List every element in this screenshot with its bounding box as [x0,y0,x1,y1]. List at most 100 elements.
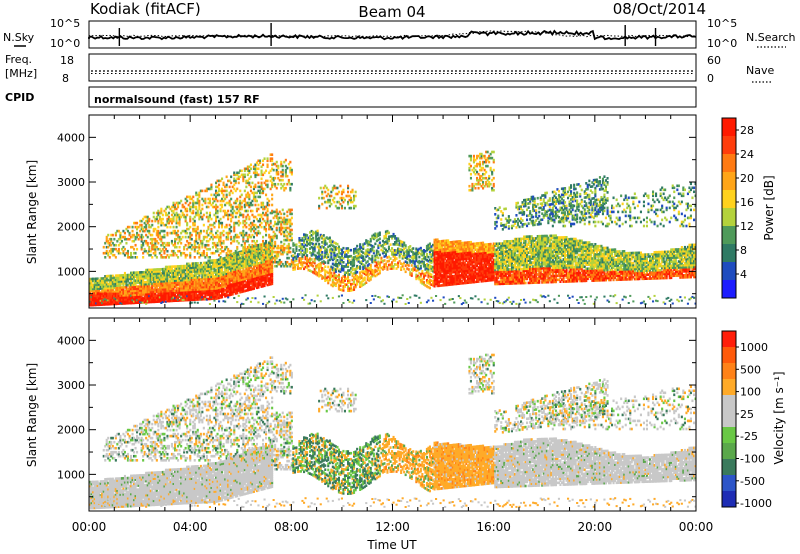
power-cell [350,289,353,292]
power-cell [177,287,180,290]
power-cell [234,260,237,263]
power-cell [271,258,274,261]
power-cell [227,233,230,237]
freq-left-unit: [MHz] [5,67,37,80]
power-cell [292,242,295,245]
power-cell [353,286,356,289]
power-cell [113,300,116,304]
power-cell [175,237,178,241]
power-cell [133,289,136,293]
power-cell [116,280,119,283]
power-cell [383,243,386,246]
power-cell [170,249,173,253]
power-cell [227,235,230,239]
power-cell [243,241,246,245]
power-cell [366,250,369,253]
power-cell [186,223,189,227]
power-cell [205,269,208,273]
power-cell [427,263,430,267]
power-cell [108,300,111,304]
power-cell [174,237,177,241]
power-cell [146,280,149,284]
power-cell [158,251,161,255]
power-cell [126,277,129,281]
power-cell [99,291,102,294]
power-cell [139,301,142,304]
power-cell [404,303,407,305]
power-cell [319,274,322,277]
power-cell [175,217,178,221]
power-cell [340,264,343,268]
power-cell [186,227,189,231]
power-cell [157,296,160,299]
power-cell [357,258,360,261]
power-cell [167,211,170,215]
power-cell [105,235,108,239]
power-cell [163,235,166,239]
power-cell [263,262,266,265]
power-cell [263,248,266,251]
power-cell [145,215,148,219]
power-cell [204,263,207,267]
power-cell [348,300,351,303]
power-cell [284,226,287,230]
power-cell [236,247,239,251]
power-cell [292,244,295,247]
power-cell [416,252,419,256]
power-cell [202,277,205,281]
power-cell [215,231,218,235]
power-cell [219,290,222,293]
power-cell [151,276,154,280]
power-cell [331,266,334,270]
power-cell [208,283,211,287]
power-cell [265,258,268,261]
power-cell [369,278,372,281]
power-cell [242,215,245,219]
power-cell [265,262,268,265]
power-cell [350,267,353,270]
power-cell [231,270,234,274]
power-cell [154,288,157,291]
power-cell [260,281,263,284]
power-cell [196,280,199,283]
power-cell [219,280,222,283]
power-cell [345,247,348,250]
power-cell [310,238,313,241]
power-cell [205,289,208,293]
power-cell [111,298,114,302]
power-cell [290,238,293,242]
power-cell [211,285,214,288]
power-cell [98,298,101,302]
power-cell [120,288,123,291]
power-cell [252,167,255,171]
power-cell [316,233,319,237]
power-cell [243,203,246,207]
power-cell [397,237,400,240]
power-cell [149,274,152,278]
power-cell [126,293,129,297]
power-cell [301,237,304,240]
power-cell [313,249,316,253]
power-cell [356,281,359,284]
power-cell [387,255,390,259]
power-cell [299,243,302,246]
power-cell [192,223,195,227]
power-cell [227,179,230,183]
power-cell [406,251,409,254]
power-cell [271,211,274,215]
power-cell [139,279,142,282]
power-cell [180,289,183,292]
power-cell [251,257,254,261]
power-cell [406,261,409,264]
power-cell [218,284,221,288]
power-cell [142,299,145,302]
power-cell [248,252,251,255]
power-cell [280,220,283,224]
power-cell [312,260,315,264]
power-cell [114,290,117,294]
power-cell [215,295,218,298]
power-cell [202,281,205,285]
power-cell [287,238,290,242]
power-cell [428,258,431,262]
power-cell [363,266,366,269]
